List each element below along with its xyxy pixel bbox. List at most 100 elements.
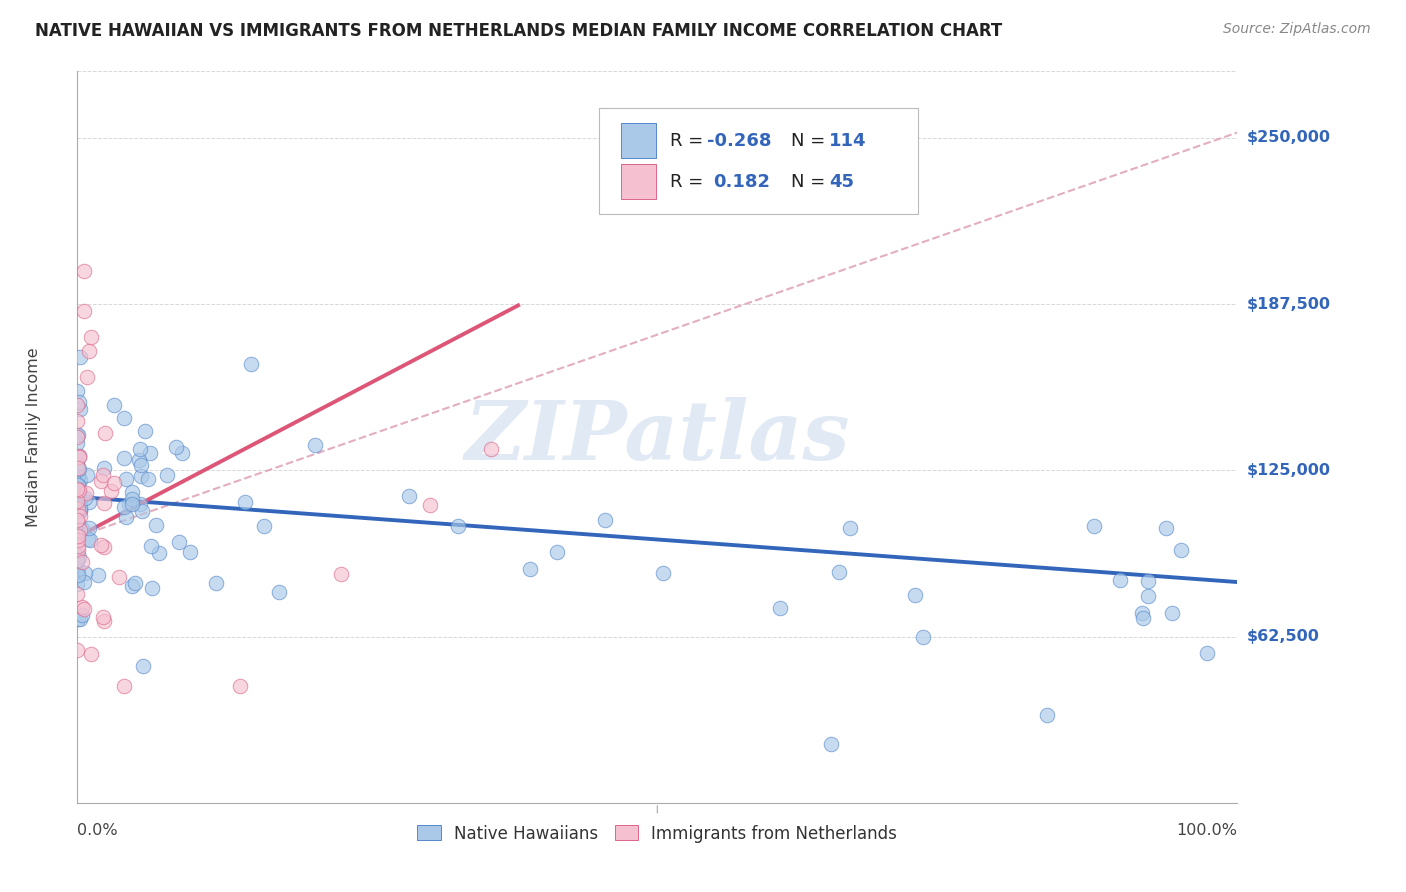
- Point: [94, 425, 117, 440]
- Point: [1035, 708, 1057, 723]
- Text: Median Family Income: Median Family Income: [25, 347, 41, 527]
- Point: [69, 473, 91, 487]
- Text: R =: R =: [671, 132, 709, 150]
- Point: [121, 485, 143, 500]
- Text: ZIPatlas: ZIPatlas: [464, 397, 851, 477]
- Point: [66, 553, 89, 567]
- Point: [75, 486, 97, 500]
- Point: [1132, 611, 1154, 625]
- Point: [112, 679, 135, 693]
- Point: [67, 450, 90, 464]
- Point: [1130, 606, 1153, 620]
- Text: -0.268: -0.268: [707, 132, 772, 150]
- FancyBboxPatch shape: [599, 108, 918, 214]
- Point: [76, 533, 98, 547]
- Point: [75, 491, 97, 506]
- Point: [112, 451, 135, 466]
- Point: [66, 414, 89, 428]
- Point: [66, 457, 89, 471]
- Point: [69, 401, 91, 416]
- Text: NATIVE HAWAIIAN VS IMMIGRANTS FROM NETHERLANDS MEDIAN FAMILY INCOME CORRELATION : NATIVE HAWAIIAN VS IMMIGRANTS FROM NETHE…: [35, 22, 1002, 40]
- Legend: Native Hawaiians, Immigrants from Netherlands: Native Hawaiians, Immigrants from Nether…: [411, 818, 904, 849]
- Point: [66, 458, 89, 473]
- Point: [1170, 543, 1192, 558]
- Text: 45: 45: [830, 173, 853, 191]
- Point: [67, 483, 90, 497]
- Point: [77, 495, 100, 509]
- Point: [67, 427, 90, 442]
- Point: [90, 474, 112, 488]
- Point: [128, 452, 150, 467]
- Text: $62,500: $62,500: [1247, 629, 1320, 644]
- Point: [145, 518, 167, 533]
- Point: [91, 468, 114, 483]
- Point: [69, 509, 91, 524]
- Point: [103, 398, 125, 412]
- Point: [69, 504, 91, 518]
- Point: [170, 446, 193, 460]
- Point: [66, 566, 89, 581]
- Point: [66, 529, 89, 543]
- Point: [121, 579, 143, 593]
- Point: [79, 533, 101, 547]
- Point: [1083, 519, 1105, 533]
- Point: [69, 612, 91, 626]
- Point: [87, 568, 110, 582]
- Point: [129, 458, 152, 473]
- Text: N =: N =: [790, 132, 831, 150]
- Point: [70, 599, 93, 614]
- Point: [67, 495, 90, 509]
- Point: [179, 545, 201, 559]
- Point: [67, 486, 90, 500]
- Point: [66, 485, 89, 500]
- Point: [169, 534, 191, 549]
- Point: [67, 449, 90, 463]
- Point: [69, 503, 91, 517]
- FancyBboxPatch shape: [621, 123, 657, 159]
- Point: [79, 648, 101, 662]
- Point: [66, 486, 89, 500]
- Point: [131, 504, 153, 518]
- Point: [67, 526, 90, 541]
- Point: [121, 497, 143, 511]
- Point: [66, 547, 89, 561]
- Point: [128, 442, 150, 456]
- Point: [419, 498, 441, 512]
- Point: [67, 469, 90, 483]
- Point: [66, 502, 89, 516]
- Point: [73, 303, 96, 318]
- Point: [838, 520, 860, 534]
- Point: [69, 500, 91, 515]
- Point: [66, 612, 89, 626]
- Point: [820, 737, 842, 751]
- Point: [69, 350, 91, 364]
- Point: [67, 462, 90, 476]
- Point: [128, 497, 150, 511]
- Point: [93, 460, 115, 475]
- Point: [66, 427, 89, 442]
- Point: [93, 541, 115, 555]
- Point: [93, 496, 115, 510]
- Point: [73, 602, 96, 616]
- Point: [769, 600, 792, 615]
- Point: [912, 630, 935, 644]
- Point: [66, 567, 89, 582]
- Point: [67, 477, 90, 491]
- Point: [139, 540, 162, 554]
- Text: 114: 114: [830, 132, 866, 150]
- Point: [141, 582, 163, 596]
- Point: [904, 588, 927, 602]
- Point: [70, 555, 93, 569]
- Point: [447, 518, 470, 533]
- Point: [66, 449, 89, 463]
- Point: [77, 343, 100, 358]
- Point: [118, 497, 141, 511]
- Point: [1109, 574, 1132, 588]
- Point: [67, 529, 90, 543]
- Point: [828, 565, 851, 579]
- Point: [155, 467, 177, 482]
- Point: [205, 576, 228, 591]
- Point: [66, 524, 89, 539]
- Point: [124, 575, 146, 590]
- Text: $250,000: $250,000: [1247, 130, 1331, 145]
